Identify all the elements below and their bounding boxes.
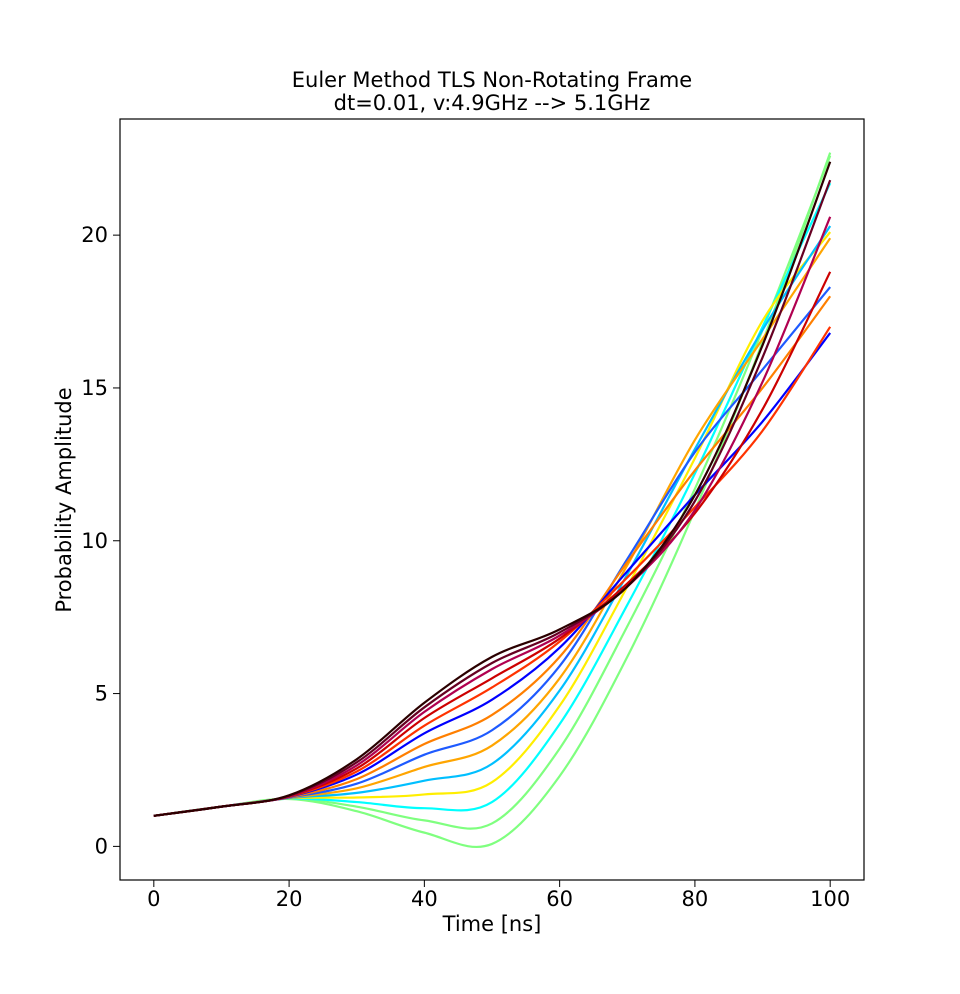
series-line [153, 286, 832, 817]
series-line [153, 182, 832, 817]
series-line [153, 161, 832, 817]
y-tick-label: 15 [81, 376, 108, 400]
series-line [153, 152, 832, 849]
series-line [153, 271, 832, 817]
series-line [153, 332, 832, 817]
x-tick-label: 80 [682, 887, 709, 911]
series-line [153, 231, 832, 817]
x-tick-label: 20 [276, 887, 303, 911]
series-line [153, 216, 832, 817]
x-tick-label: 100 [810, 887, 850, 911]
y-tick-label: 10 [81, 529, 108, 553]
chart-title-line1: Euler Method TLS Non-Rotating Frame [292, 68, 692, 92]
ticks-layer: 0 20 40 60 80 100 0 5 10 15 20 [81, 223, 850, 911]
y-tick-label: 20 [81, 223, 108, 247]
series-layer [153, 152, 832, 849]
series-line [153, 225, 832, 817]
x-axis-label: Time [ns] [442, 912, 542, 936]
x-tick-label: 60 [546, 887, 573, 911]
x-tick-label: 40 [411, 887, 438, 911]
series-line [153, 179, 832, 817]
series-line [153, 155, 832, 830]
chart-title-line2: dt=0.01, v:4.9GHz --> 5.1GHz [334, 91, 651, 115]
plot-frame [119, 118, 865, 881]
y-axis-label: Probability Amplitude [52, 387, 76, 612]
x-tick-label: 0 [147, 887, 160, 911]
y-tick-label: 0 [95, 834, 108, 858]
series-line [153, 295, 832, 817]
y-tick-label: 5 [95, 682, 108, 706]
